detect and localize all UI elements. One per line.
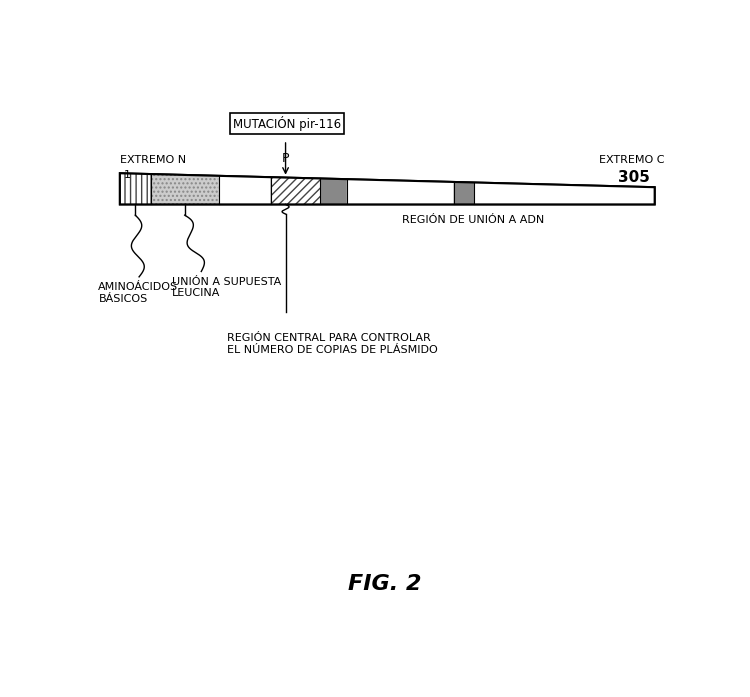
Text: UNIÓN A SUPUESTA
LEUCINA: UNIÓN A SUPUESTA LEUCINA (172, 277, 281, 298)
Text: P: P (282, 152, 290, 165)
Text: REGIÓN CENTRAL PARA CONTROLAR
EL NÚMERO DE COPIAS DE PLÁSMIDO: REGIÓN CENTRAL PARA CONTROLAR EL NÚMERO … (227, 333, 438, 355)
Polygon shape (151, 174, 219, 204)
Polygon shape (120, 174, 655, 204)
Text: 305: 305 (618, 169, 650, 185)
Text: EXTREMO N: EXTREMO N (120, 155, 186, 165)
Text: MUTACIÓN pir-116: MUTACIÓN pir-116 (232, 116, 340, 132)
Text: 1: 1 (124, 169, 131, 180)
Text: AMINOÁCIDOS
BÁSICOS: AMINOÁCIDOS BÁSICOS (98, 282, 178, 304)
Polygon shape (320, 178, 346, 204)
Polygon shape (271, 177, 320, 204)
Text: REGIÓN DE UNIÓN A ADN: REGIÓN DE UNIÓN A ADN (402, 215, 544, 225)
Polygon shape (454, 182, 475, 204)
Polygon shape (475, 183, 655, 204)
Polygon shape (219, 176, 271, 204)
Polygon shape (346, 179, 454, 204)
Text: FIG. 2: FIG. 2 (347, 574, 422, 594)
Text: EXTREMO C: EXTREMO C (599, 155, 665, 165)
Polygon shape (120, 174, 151, 204)
